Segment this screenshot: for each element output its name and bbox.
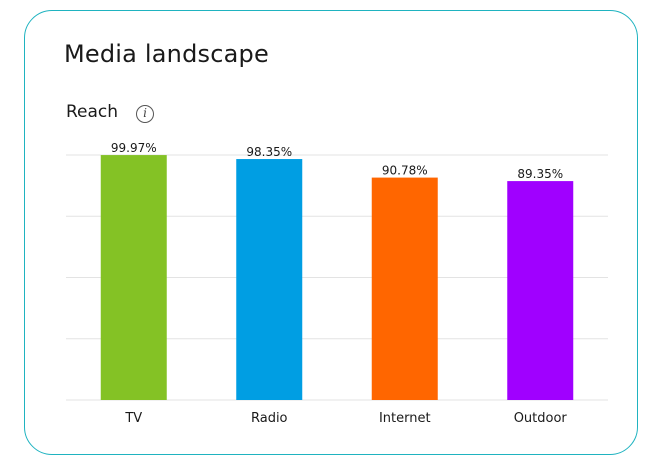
value-label-internet: 90.78% [382, 164, 428, 178]
category-labels: TV Radio Internet Outdoor [124, 411, 567, 426]
bar-radio[interactable] [236, 159, 303, 400]
category-label-tv: TV [124, 411, 142, 426]
bar-outdoor[interactable] [507, 181, 574, 400]
page-title: Media landscape [64, 40, 269, 68]
bar-internet[interactable] [371, 177, 438, 400]
value-labels: 99.97% 98.35% 90.78% 89.35% [111, 141, 563, 181]
category-label-outdoor: Outdoor [514, 411, 568, 426]
bars [100, 155, 574, 400]
value-label-radio: 98.35% [246, 145, 292, 159]
info-icon[interactable]: i [136, 105, 154, 123]
section-label: Reach [66, 102, 119, 122]
category-label-radio: Radio [251, 411, 288, 426]
category-label-internet: Internet [379, 411, 431, 426]
value-label-outdoor: 89.35% [517, 167, 563, 181]
value-label-tv: 99.97% [111, 141, 157, 155]
bar-tv[interactable] [100, 155, 167, 400]
